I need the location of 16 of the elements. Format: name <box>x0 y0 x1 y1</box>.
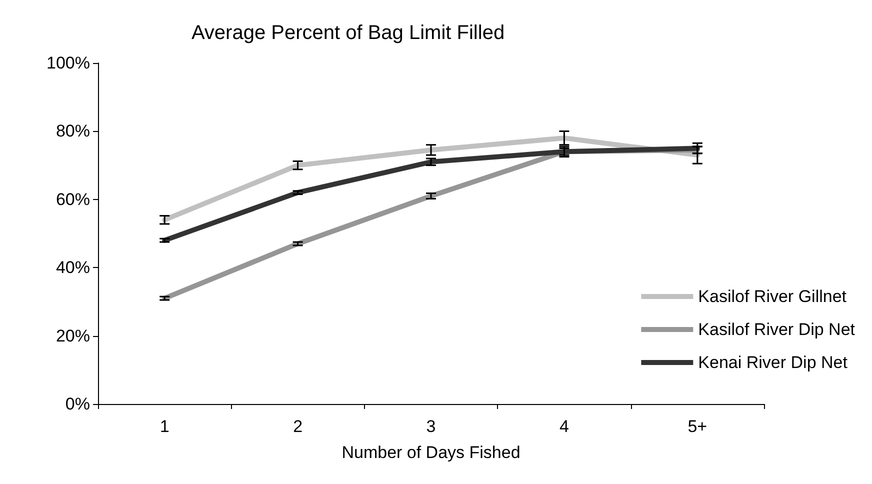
y-tick-label: 80% <box>56 122 90 141</box>
x-tick-label: 5+ <box>688 417 708 436</box>
y-tick-label: 0% <box>65 394 90 414</box>
chart-title: Average Percent of Bag Limit Filled <box>191 22 505 44</box>
y-tick-label: 40% <box>56 258 90 278</box>
x-tick-label: 1 <box>160 417 170 436</box>
x-axis-title: Number of Days Fished <box>342 443 520 462</box>
legend-label: Kasilof River Dip Net <box>698 320 856 339</box>
legend-label: Kasilof River Gillnet <box>698 287 847 306</box>
x-tick-label: 4 <box>559 417 569 436</box>
y-tick-label: 100% <box>46 54 90 72</box>
y-tick-label: 20% <box>56 326 90 346</box>
x-tick-label: 2 <box>293 417 303 436</box>
x-tick-label: 3 <box>426 417 436 436</box>
y-tick-label: 60% <box>56 190 90 209</box>
legend-label: Kenai River Dip Net <box>698 353 848 372</box>
